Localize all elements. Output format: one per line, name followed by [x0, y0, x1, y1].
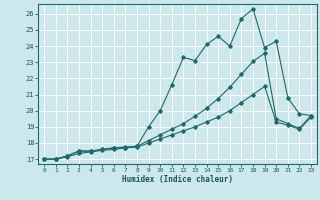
X-axis label: Humidex (Indice chaleur): Humidex (Indice chaleur): [122, 175, 233, 184]
